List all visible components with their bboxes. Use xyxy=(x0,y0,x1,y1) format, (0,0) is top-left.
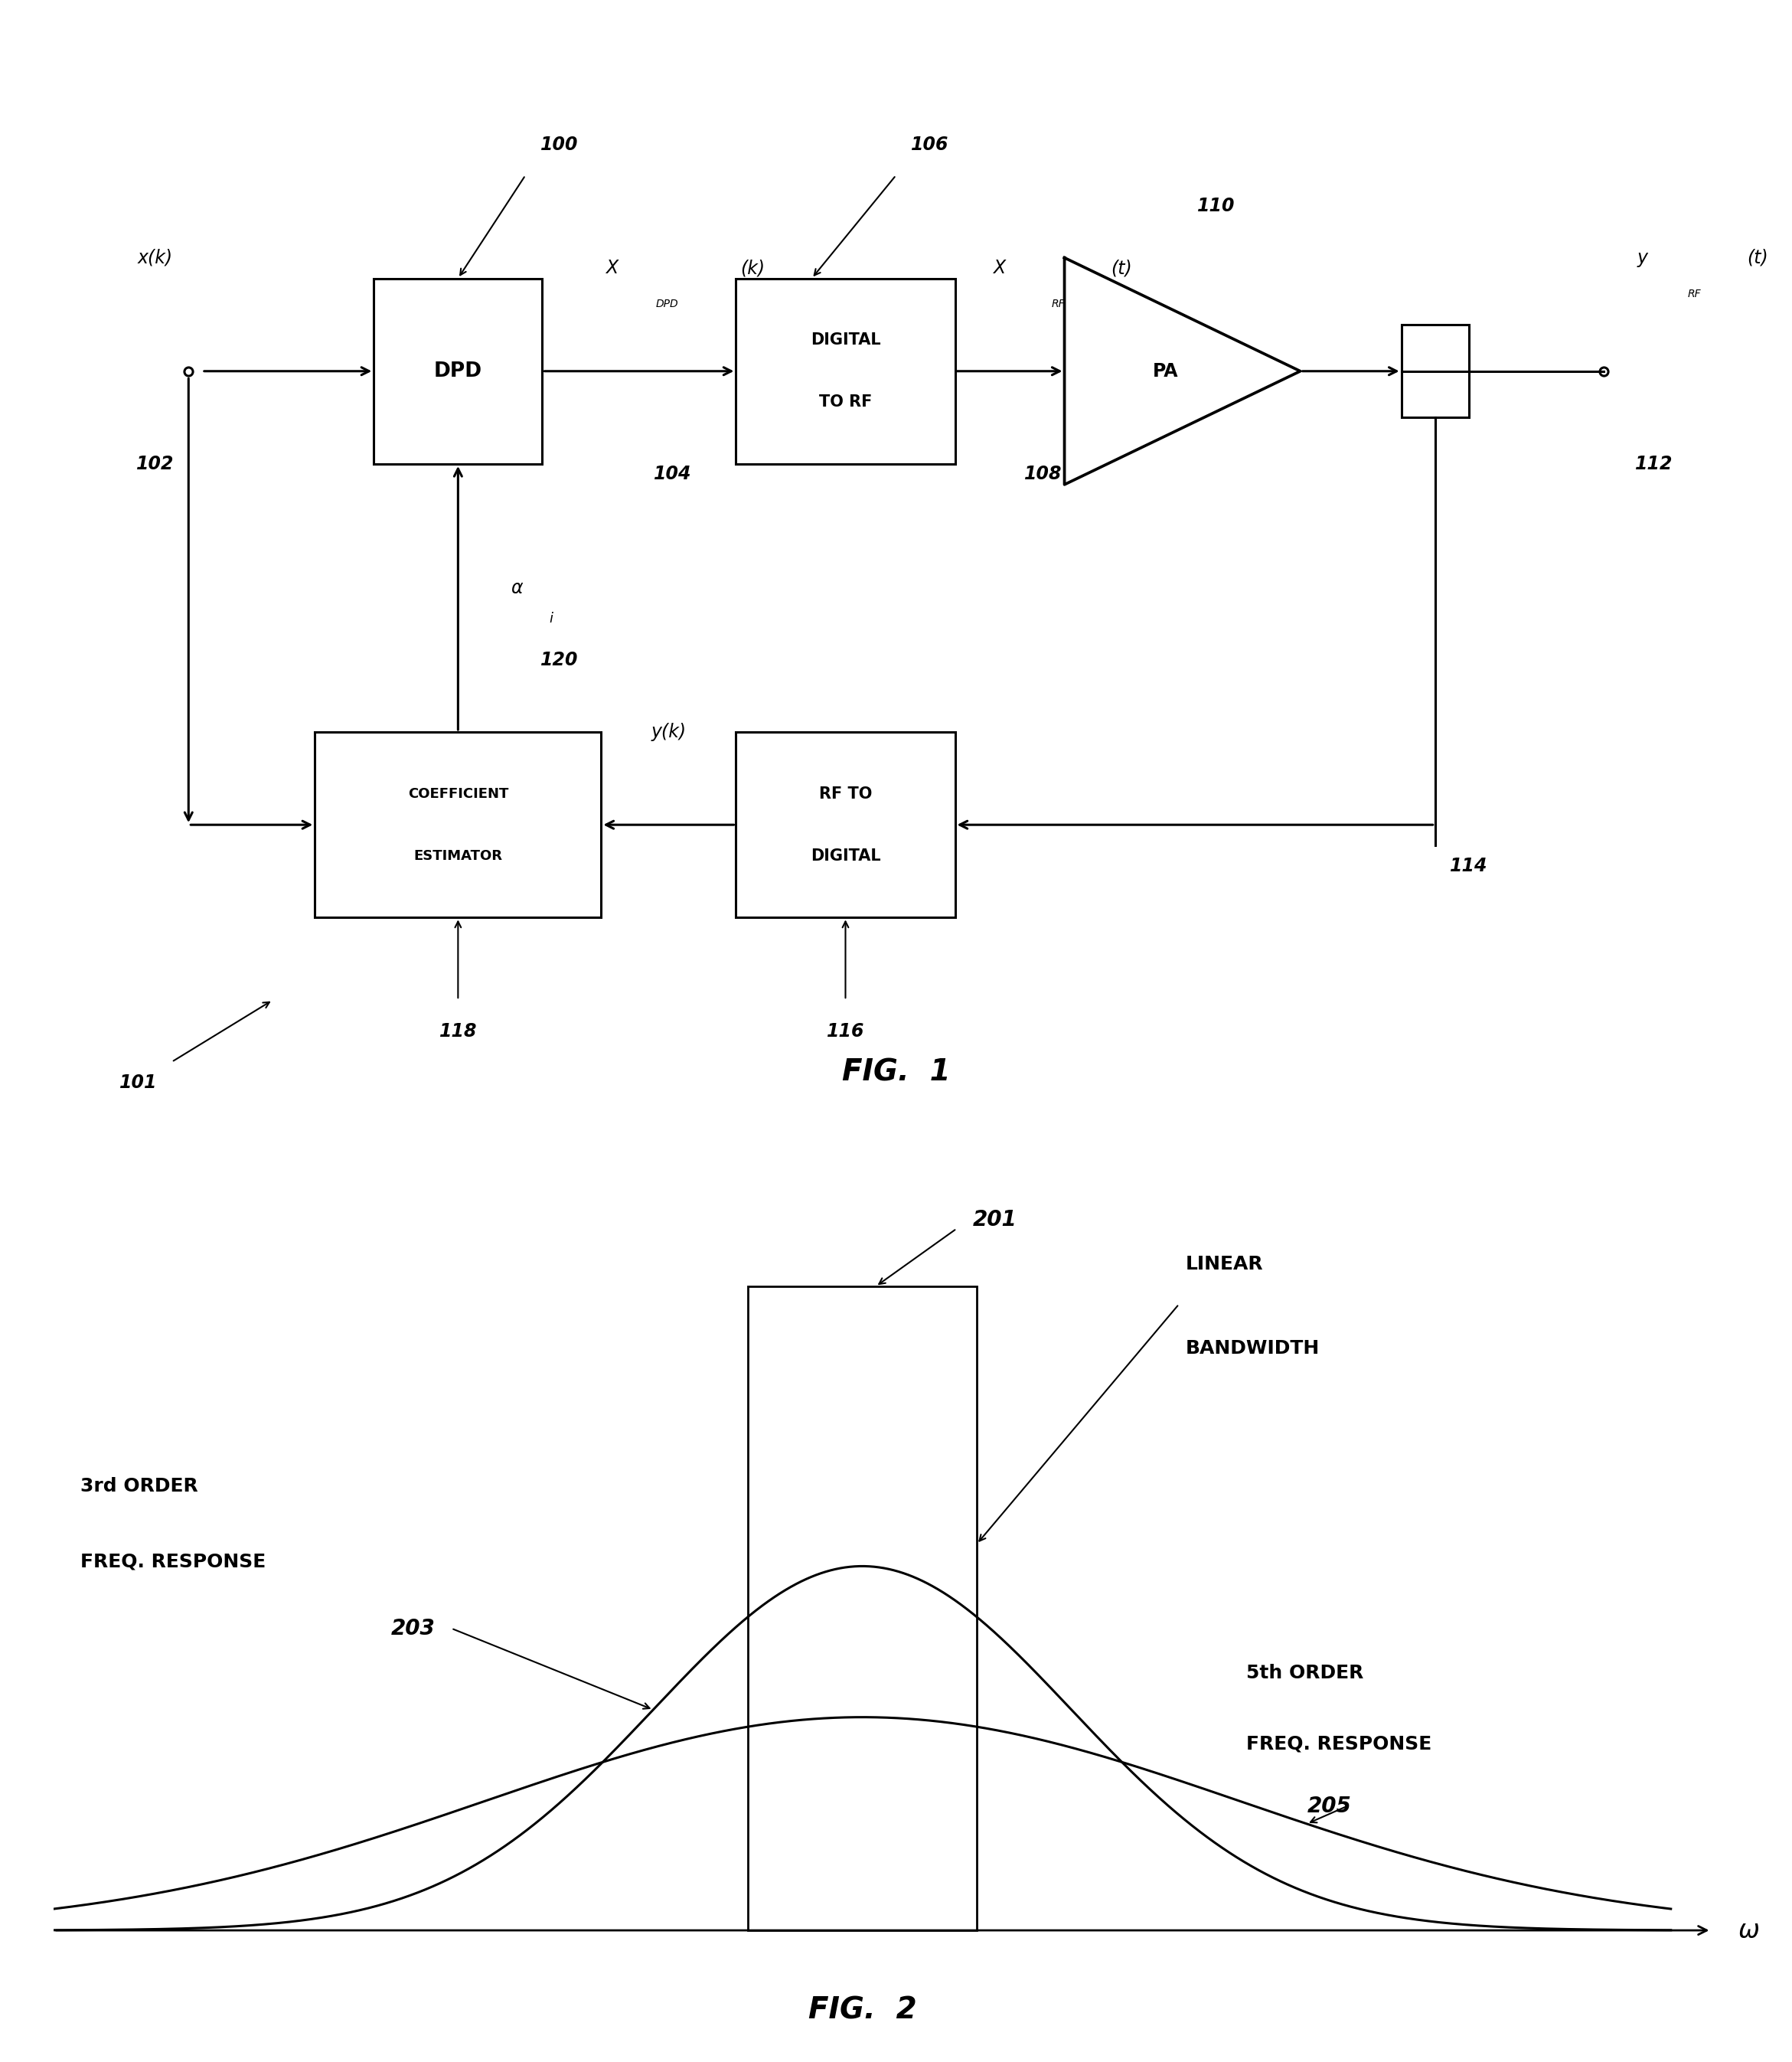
Text: X: X xyxy=(993,260,1005,276)
Text: 120: 120 xyxy=(539,652,579,668)
Text: DPD: DPD xyxy=(656,299,679,309)
Text: FIG.  1: FIG. 1 xyxy=(842,1058,950,1087)
Text: 205: 205 xyxy=(1306,1796,1351,1817)
Bar xyxy=(737,732,955,918)
Text: 112: 112 xyxy=(1634,456,1674,472)
Text: 203: 203 xyxy=(391,1617,435,1639)
Text: COEFFICIENT: COEFFICIENT xyxy=(409,788,509,800)
Text: RF: RF xyxy=(1052,299,1064,309)
Text: (t): (t) xyxy=(1747,250,1769,266)
Bar xyxy=(1401,326,1469,419)
Bar xyxy=(747,1287,977,1930)
Text: RF TO: RF TO xyxy=(819,786,873,802)
Text: 116: 116 xyxy=(826,1023,864,1039)
Text: 104: 104 xyxy=(654,466,692,483)
Text: 5th ORDER: 5th ORDER xyxy=(1247,1664,1364,1683)
Text: DIGITAL: DIGITAL xyxy=(810,847,880,864)
Text: (t): (t) xyxy=(1111,260,1133,276)
Text: FIG.  2: FIG. 2 xyxy=(808,1996,916,2025)
Text: BANDWIDTH: BANDWIDTH xyxy=(1186,1340,1321,1357)
Text: 114: 114 xyxy=(1450,858,1487,874)
Text: (k): (k) xyxy=(740,260,765,276)
Text: 101: 101 xyxy=(118,1074,158,1091)
Text: 201: 201 xyxy=(973,1208,1018,1231)
Text: X: X xyxy=(606,260,618,276)
Text: PA: PA xyxy=(1152,363,1179,379)
Text: 100: 100 xyxy=(539,136,579,153)
Text: LINEAR: LINEAR xyxy=(1186,1256,1263,1274)
Text: FREQ. RESPONSE: FREQ. RESPONSE xyxy=(81,1553,267,1571)
Text: i: i xyxy=(548,612,552,625)
Text: x(k): x(k) xyxy=(138,250,172,266)
Text: TO RF: TO RF xyxy=(819,394,873,410)
Bar xyxy=(737,278,955,464)
Text: ω: ω xyxy=(1738,1918,1760,1942)
Text: 102: 102 xyxy=(136,456,174,472)
Text: ESTIMATOR: ESTIMATOR xyxy=(414,850,502,862)
Text: y(k): y(k) xyxy=(650,724,686,740)
Text: DPD: DPD xyxy=(434,361,482,381)
Bar xyxy=(315,732,602,918)
Text: 110: 110 xyxy=(1197,198,1235,214)
Text: 3rd ORDER: 3rd ORDER xyxy=(81,1476,199,1495)
Bar xyxy=(375,278,543,464)
Text: 106: 106 xyxy=(910,136,948,153)
Text: DIGITAL: DIGITAL xyxy=(810,332,880,348)
Text: $\alpha$: $\alpha$ xyxy=(511,579,523,596)
Text: RF: RF xyxy=(1688,289,1701,299)
Text: 108: 108 xyxy=(1025,466,1063,483)
Text: 118: 118 xyxy=(439,1023,477,1039)
Text: y: y xyxy=(1638,250,1649,266)
Text: FREQ. RESPONSE: FREQ. RESPONSE xyxy=(1247,1734,1432,1753)
